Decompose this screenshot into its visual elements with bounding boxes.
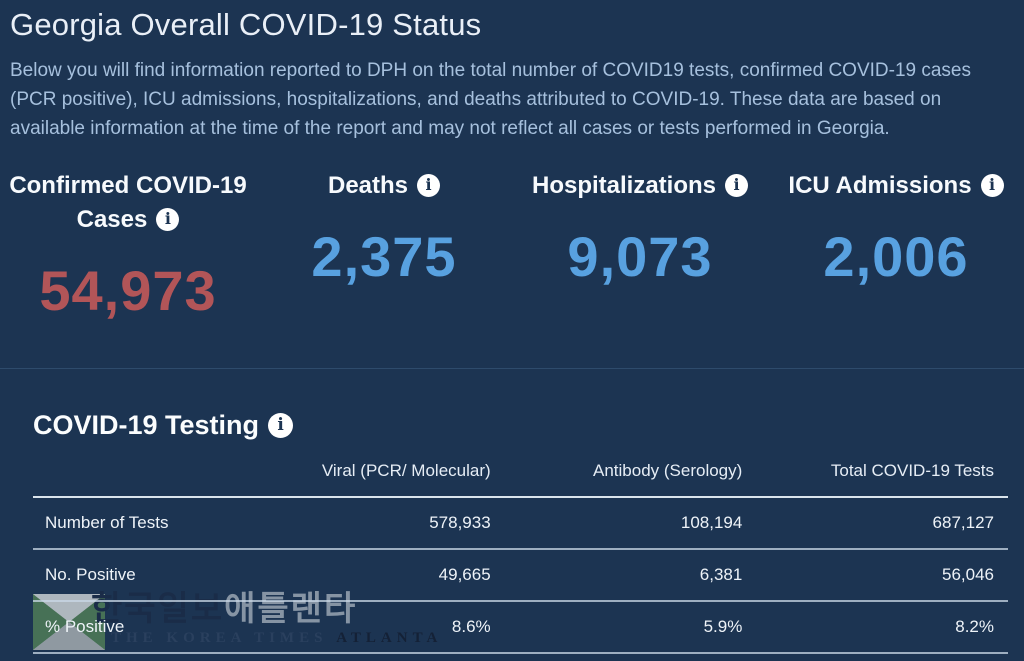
watermark-korean-line: 한국일보애틀랜타: [91, 590, 442, 628]
section-divider: [0, 368, 1024, 369]
cell-viral-positive: 49,665: [438, 565, 491, 584]
stat-card-hospitalizations: Hospitalizations i 9,073: [512, 169, 768, 287]
cell-antibody-pct: 5.9%: [703, 617, 743, 636]
testing-heading-text: COVID-19 Testing: [33, 410, 260, 440]
info-icon[interactable]: i: [417, 173, 441, 197]
watermark-latin-primary: THE KOREA TIMES: [111, 630, 328, 646]
stats-row: Confirmed COVID-19 Cases i 54,973 Deaths i…: [0, 169, 1024, 321]
stat-value-icu-admissions: 2,006: [823, 225, 969, 288]
info-icon[interactable]: i: [725, 173, 749, 197]
watermark-korea-times-logo: 한국일보애틀랜타 THE KOREA TIMES ATLANTA: [33, 590, 442, 650]
stat-label: ICU Admissions i: [774, 169, 1018, 203]
table-row-number-of-tests: Number of Tests 578,933 108,194 687,127: [33, 497, 1008, 549]
cell-viral-pct: 8.6%: [451, 617, 491, 636]
stat-label-text: Confirmed COVID-19 Cases: [9, 172, 247, 233]
table-header-row: Viral (PCR/ Molecular) Antibody (Serolog…: [33, 451, 1008, 497]
row-label: % Positive: [45, 617, 125, 636]
table-header-viral: Viral (PCR/ Molecular): [321, 460, 491, 480]
stat-label-text: ICU Admissions: [788, 172, 972, 199]
stat-label-text: Deaths: [327, 172, 409, 199]
table-row-no-positive: No. Positive 49,665 6,381 56,046: [33, 549, 1008, 601]
cell-antibody-tests: 108,194: [680, 513, 743, 532]
table-row-pct-positive: % Positive 8.6% 5.9% 8.2%: [33, 601, 1008, 653]
stat-value-hospitalizations: 9,073: [567, 225, 713, 288]
page-title: Georgia Overall COVID-19 Status: [10, 7, 482, 42]
watermark-korean-primary: 한국일보: [91, 590, 225, 628]
page-description: Below you will find information reported…: [10, 60, 971, 139]
table-header-empty: [33, 451, 253, 497]
testing-section: COVID-19 Testing i Viral (PCR/ Molecular)…: [0, 410, 1024, 654]
stat-card-deaths: Deaths i 2,375: [256, 169, 512, 287]
stat-label-text: Hospitalizations: [531, 172, 717, 199]
watermark-latin-secondary: ATLANTA: [336, 630, 443, 646]
cell-viral-tests: 578,933: [429, 513, 491, 532]
korea-times-flag-icon: [33, 594, 105, 650]
watermark-latin-line: THE KOREA TIMES ATLANTA: [91, 630, 442, 647]
testing-table: Viral (PCR/ Molecular) Antibody (Serolog…: [33, 451, 1008, 654]
page-header: Georgia Overall COVID-19 Status Below yo…: [0, 0, 1024, 143]
row-label: No. Positive: [45, 565, 136, 584]
stat-card-icu-admissions: ICU Admissions i 2,006: [768, 169, 1024, 287]
cell-antibody-positive: 6,381: [699, 565, 743, 584]
info-icon[interactable]: i: [268, 412, 294, 438]
watermark-text: 한국일보애틀랜타 THE KOREA TIMES ATLANTA: [91, 590, 442, 647]
info-icon[interactable]: i: [980, 173, 1004, 197]
cell-total-tests: 687,127: [932, 513, 994, 532]
stat-card-confirmed-cases: Confirmed COVID-19 Cases i 54,973: [0, 169, 256, 321]
row-label: Number of Tests: [45, 513, 169, 532]
info-icon[interactable]: i: [156, 207, 180, 231]
stat-label: Hospitalizations i: [518, 169, 762, 203]
stat-value-confirmed-cases: 54,973: [39, 259, 217, 322]
stat-label: Deaths i: [262, 169, 506, 203]
cell-total-positive: 56,046: [942, 565, 994, 584]
cell-total-pct: 8.2%: [955, 617, 994, 636]
table-header-total: Total COVID-19 Tests: [830, 460, 994, 480]
stat-label: Confirmed COVID-19 Cases i: [6, 169, 250, 237]
watermark-korean-secondary: 애틀랜타: [224, 590, 358, 628]
stat-value-deaths: 2,375: [311, 225, 457, 288]
testing-heading: COVID-19 Testing i: [33, 410, 1024, 441]
table-header-antibody: Antibody (Serology): [593, 460, 743, 480]
